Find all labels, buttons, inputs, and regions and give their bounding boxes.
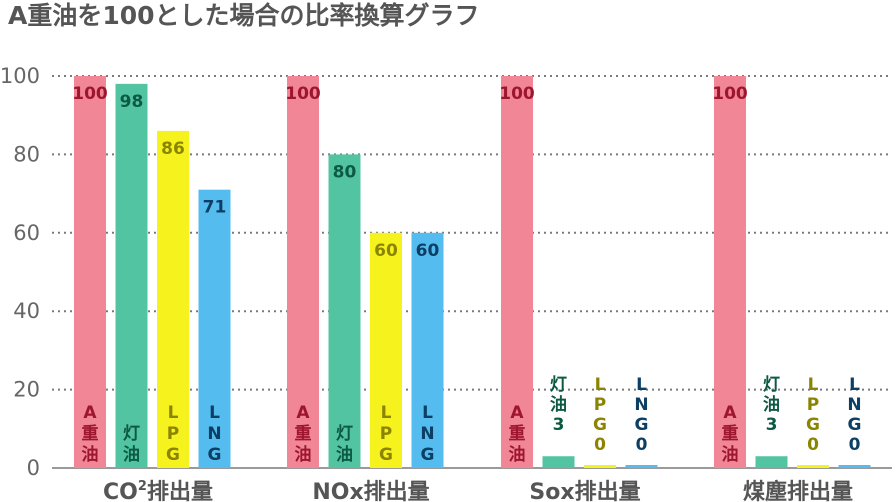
bar-value-label: 100 [499,84,535,104]
bar [157,130,189,468]
bar-value-label: 100 [72,84,108,104]
bar-value-label: 98 [120,92,144,112]
category-label: NOx排出量 [312,480,429,502]
y-tick-label: 0 [27,456,40,480]
bar [328,154,361,468]
bar [74,76,106,468]
category-label: CO2排出量 [103,479,213,502]
bar-value-label: 60 [374,241,398,261]
bar [584,465,616,468]
gridlines [52,75,892,469]
bar-series-label: 灯油 3 [763,375,780,435]
bar [198,189,231,468]
category-label: Sox排出量 [529,480,640,502]
y-tick-label: 20 [13,378,40,402]
bars: 100 A 重油 100 A 重油 100 A 重油 100 A 重油 98 灯油 80 灯油 灯油 3 灯油 3 86… [72,76,871,468]
y-axis-ticks: 0 20 40 60 80 100 [0,64,40,480]
bar-value-label: 80 [333,162,357,182]
bar [501,76,533,468]
y-tick-label: 60 [13,221,40,245]
bar-series-label: A 重油 [295,403,312,465]
bar-series-label: 灯油 [123,424,140,465]
bar [287,76,319,468]
category-label: 煤塵排出量 [743,479,853,502]
bar-series-label: A 重油 [722,403,739,465]
bar [714,76,746,468]
bar-series-label: A 重油 [82,403,99,465]
y-tick-label: 80 [13,142,40,166]
bar-series-label: 灯油 3 [550,375,567,435]
chart-title: A重油を100とした場合の比率換算グラフ [8,1,480,30]
bar [370,232,402,468]
bar [411,232,444,468]
bar [542,456,575,468]
bar [755,456,788,468]
category-labels: CO2排出量 NOx排出量 Sox排出量 煤塵排出量 [103,479,853,502]
y-tick-label: 40 [13,299,40,323]
bar [797,465,829,468]
bar-value-label: 60 [416,241,440,261]
bar [625,465,658,468]
bar [838,465,871,468]
y-tick-label: 100 [0,64,40,88]
bar-value-label: 100 [285,84,321,104]
bar-series-label: A 重油 [509,403,526,465]
bar-value-label: 100 [712,84,748,104]
bar-value-label: 71 [203,198,227,218]
bar-value-label: 86 [161,139,185,159]
bar-series-label: 灯油 [336,424,353,465]
bar [115,83,148,468]
